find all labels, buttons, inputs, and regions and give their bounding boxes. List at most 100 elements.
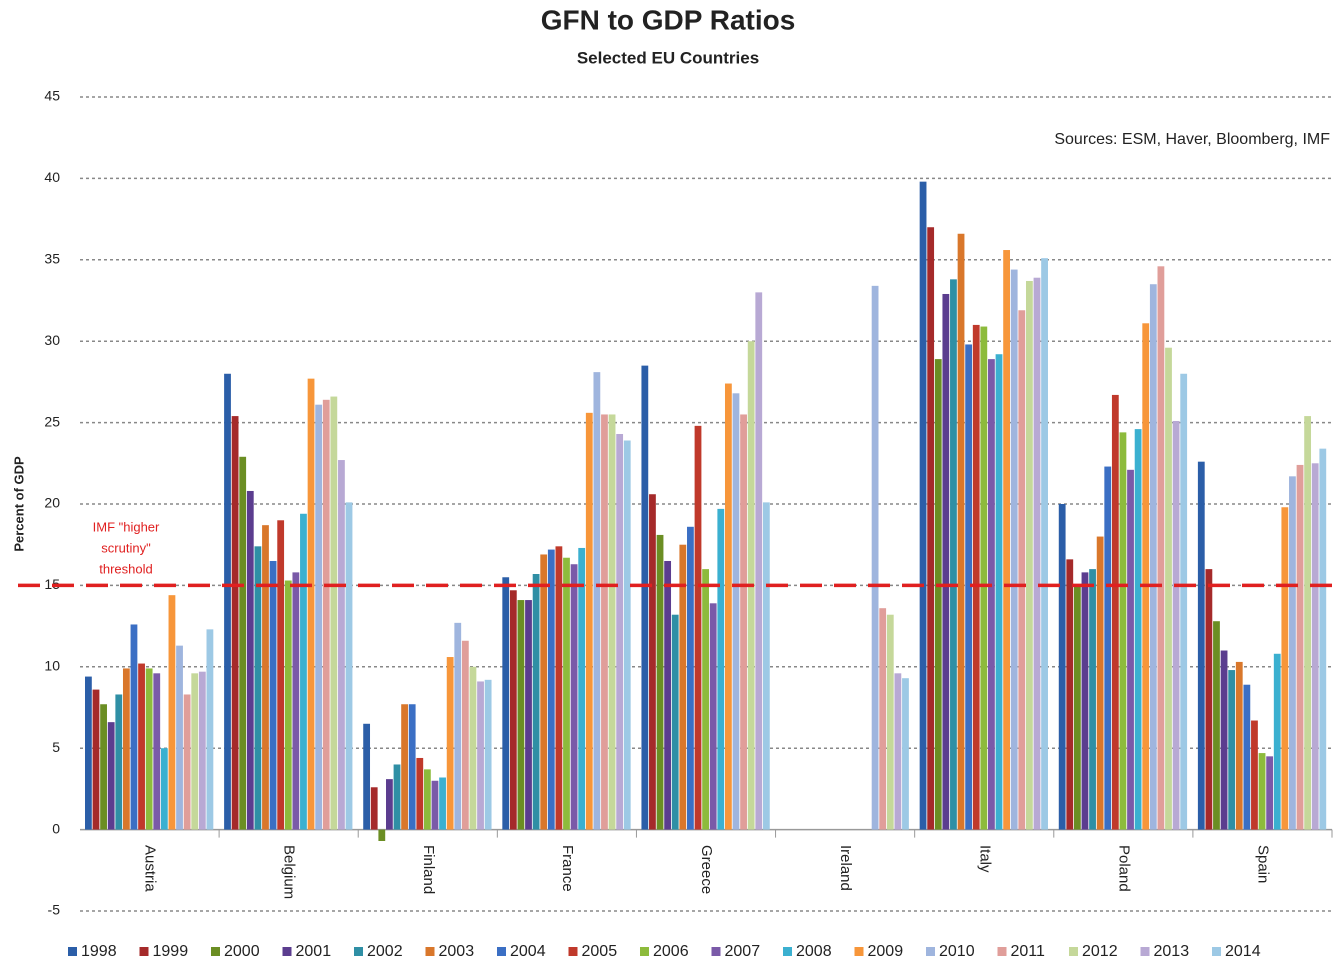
bar [601, 414, 608, 830]
legend-label: 2011 [1011, 943, 1046, 960]
x-tick-label: Italy [976, 845, 993, 873]
bar [671, 614, 679, 830]
bar [1296, 464, 1304, 830]
chart-title: GFN to GDP Ratios [541, 4, 796, 35]
bar [401, 704, 408, 830]
y-tick-label: 0 [52, 820, 60, 836]
bar [92, 689, 100, 830]
legend-label: 2002 [367, 943, 403, 960]
bar [198, 671, 206, 830]
bar [1033, 277, 1041, 830]
y-tick-label: 30 [44, 332, 60, 348]
y-tick-label: 10 [44, 658, 60, 674]
bar [623, 440, 631, 830]
bar [709, 603, 717, 830]
bar [292, 572, 300, 830]
bar [1243, 684, 1251, 830]
legend-swatch [1069, 947, 1078, 956]
bar [1197, 461, 1205, 830]
legend-label: 2014 [1225, 943, 1261, 960]
bar [183, 694, 191, 830]
bar [879, 608, 887, 830]
legend-swatch [354, 947, 363, 956]
bar [300, 513, 307, 830]
bar [370, 787, 378, 830]
bar [431, 780, 439, 830]
legend-label: 2003 [439, 943, 475, 960]
bar [484, 679, 492, 830]
bar [1165, 347, 1172, 830]
bar [469, 666, 477, 830]
threshold-label: threshold [99, 561, 152, 576]
bar [578, 547, 586, 830]
legend-swatch [211, 947, 220, 956]
y-tick-label: 35 [44, 251, 60, 267]
chart-subtitle: Selected EU Countries [577, 48, 759, 67]
bar [886, 614, 894, 830]
bar [345, 502, 353, 830]
bar [1003, 250, 1011, 830]
bar [894, 673, 902, 830]
bar [461, 640, 469, 830]
bar [965, 344, 973, 830]
bar [664, 560, 672, 830]
bar [717, 508, 725, 830]
bar [755, 292, 763, 830]
bar [942, 293, 950, 830]
bar [1281, 507, 1289, 830]
bar [740, 414, 747, 830]
legend-label: 2000 [224, 943, 260, 960]
bar [1149, 284, 1157, 830]
y-tick-label: -5 [48, 902, 61, 918]
bar [338, 460, 345, 830]
y-tick-label: 40 [44, 169, 60, 185]
bar [386, 779, 393, 830]
bar [1025, 280, 1033, 830]
bar [224, 373, 231, 830]
bar [277, 520, 285, 830]
bar [972, 324, 980, 830]
bar [593, 372, 601, 830]
bar [957, 233, 965, 830]
bar [138, 663, 145, 830]
x-tick-label: France [559, 845, 576, 892]
y-tick-label: 5 [52, 739, 60, 755]
bar [1081, 572, 1089, 830]
bar [330, 396, 338, 830]
bar [85, 676, 92, 830]
legend-label: 2001 [296, 943, 332, 960]
bar [687, 526, 694, 830]
bar [656, 534, 664, 830]
bar [1311, 463, 1319, 830]
legend-label: 2004 [510, 943, 546, 960]
legend-label: 2007 [725, 943, 761, 960]
bar [1213, 621, 1220, 830]
bar [732, 393, 740, 830]
legend-swatch [497, 947, 506, 956]
legend-swatch [854, 947, 864, 956]
bar [762, 502, 770, 830]
bar [1273, 653, 1281, 830]
bar [724, 383, 732, 830]
bar [1251, 720, 1258, 830]
bar [1127, 469, 1134, 830]
legend-swatch [68, 947, 77, 956]
legend-swatch [1212, 947, 1221, 956]
legend-swatch [568, 947, 578, 956]
bar [1172, 420, 1180, 830]
legend-swatch [640, 947, 649, 956]
x-tick-label: Ireland [837, 845, 854, 891]
bar [563, 557, 570, 830]
bar [454, 622, 462, 830]
bar [902, 678, 909, 830]
bar [246, 490, 254, 830]
bar [679, 544, 687, 830]
bar [262, 525, 269, 830]
legend-label: 1998 [81, 943, 117, 960]
bar [517, 600, 525, 830]
bar [1266, 756, 1274, 830]
bar [608, 414, 616, 830]
bar [616, 433, 624, 830]
bar [540, 554, 548, 830]
